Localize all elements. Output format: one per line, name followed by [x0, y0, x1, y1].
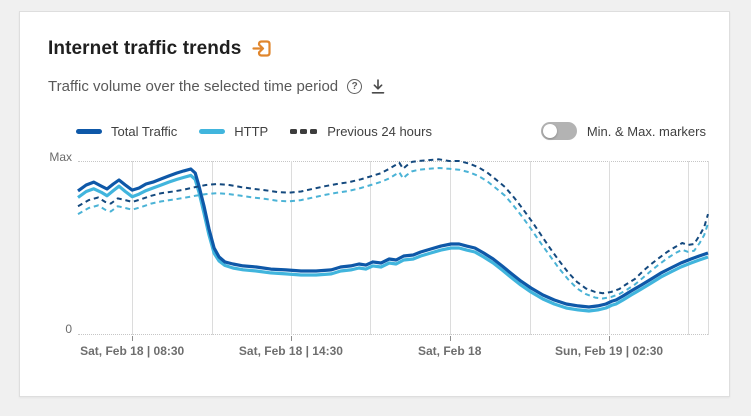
x-tick-label: Sun, Feb 19 | 02:30 [555, 344, 664, 358]
gridline [290, 161, 292, 335]
x-axis: Sat, Feb 18 | 08:30 Sat, Feb 18 | 14:30 Sa… [78, 335, 708, 375]
gridline [132, 161, 134, 335]
legend-label: HTTP [234, 123, 269, 139]
chart-description: Traffic volume over the selected time pe… [48, 78, 339, 95]
series-http [77, 173, 709, 313]
legend-row: Total Traffic HTTP Previous 24 hours Min… [76, 122, 706, 140]
legend-item-http[interactable]: HTTP [199, 124, 268, 139]
open-in-new-icon[interactable] [251, 38, 273, 60]
toggle-knob [542, 124, 557, 138]
gridline [708, 161, 709, 335]
card-subtitle-row: Traffic volume over the selected time pe… [48, 78, 385, 95]
zero-baseline [78, 334, 708, 335]
min-max-markers-label: Min. & Max. markers [586, 123, 706, 139]
export-arrow-box-icon [252, 40, 271, 57]
legend-item-previous-24-hours[interactable]: Previous 24 hours [290, 124, 432, 139]
http-swatch [199, 128, 226, 134]
legend-label: Previous 24 hours [327, 123, 432, 139]
x-tick-label: Sat, Feb 18 | 08:30 [80, 344, 185, 358]
x-tick [609, 336, 611, 341]
x-tick-label: Sat, Feb 18 [418, 344, 482, 358]
gridline [688, 161, 690, 335]
series-previous-http [77, 167, 709, 300]
y-axis-max-label: Max [49, 150, 72, 164]
chart-svg [77, 158, 709, 313]
legend: Total Traffic HTTP Previous 24 hours [76, 124, 432, 139]
gridline [529, 161, 531, 335]
download-icon[interactable] [371, 78, 385, 95]
x-tick [132, 336, 134, 341]
previous-24-hours-dashed-swatch [290, 128, 318, 134]
x-tick [290, 336, 292, 341]
series-total-traffic [77, 167, 709, 309]
max-gridline [78, 161, 708, 162]
x-tick-label: Sat, Feb 18 | 14:30 [238, 344, 343, 358]
legend-item-total-traffic[interactable]: Total Traffic [76, 124, 177, 139]
legend-label: Total Traffic [111, 123, 178, 139]
gridline [370, 161, 372, 335]
series-previous-total [77, 158, 709, 295]
y-axis-zero-label: 0 [65, 322, 72, 336]
traffic-trends-card: Internet traffic trends Traffic volume o… [19, 11, 730, 397]
gridline [609, 161, 611, 335]
page-title: Internet traffic trends [48, 38, 242, 59]
card-header: Internet traffic trends [48, 38, 273, 60]
min-max-markers-control: Min. & Max. markers [540, 122, 706, 140]
x-tick [449, 336, 451, 341]
min-max-markers-toggle[interactable] [540, 122, 577, 140]
chart-plot-area [77, 158, 709, 335]
total-traffic-swatch [76, 128, 102, 134]
help-icon[interactable]: ? [347, 79, 363, 94]
